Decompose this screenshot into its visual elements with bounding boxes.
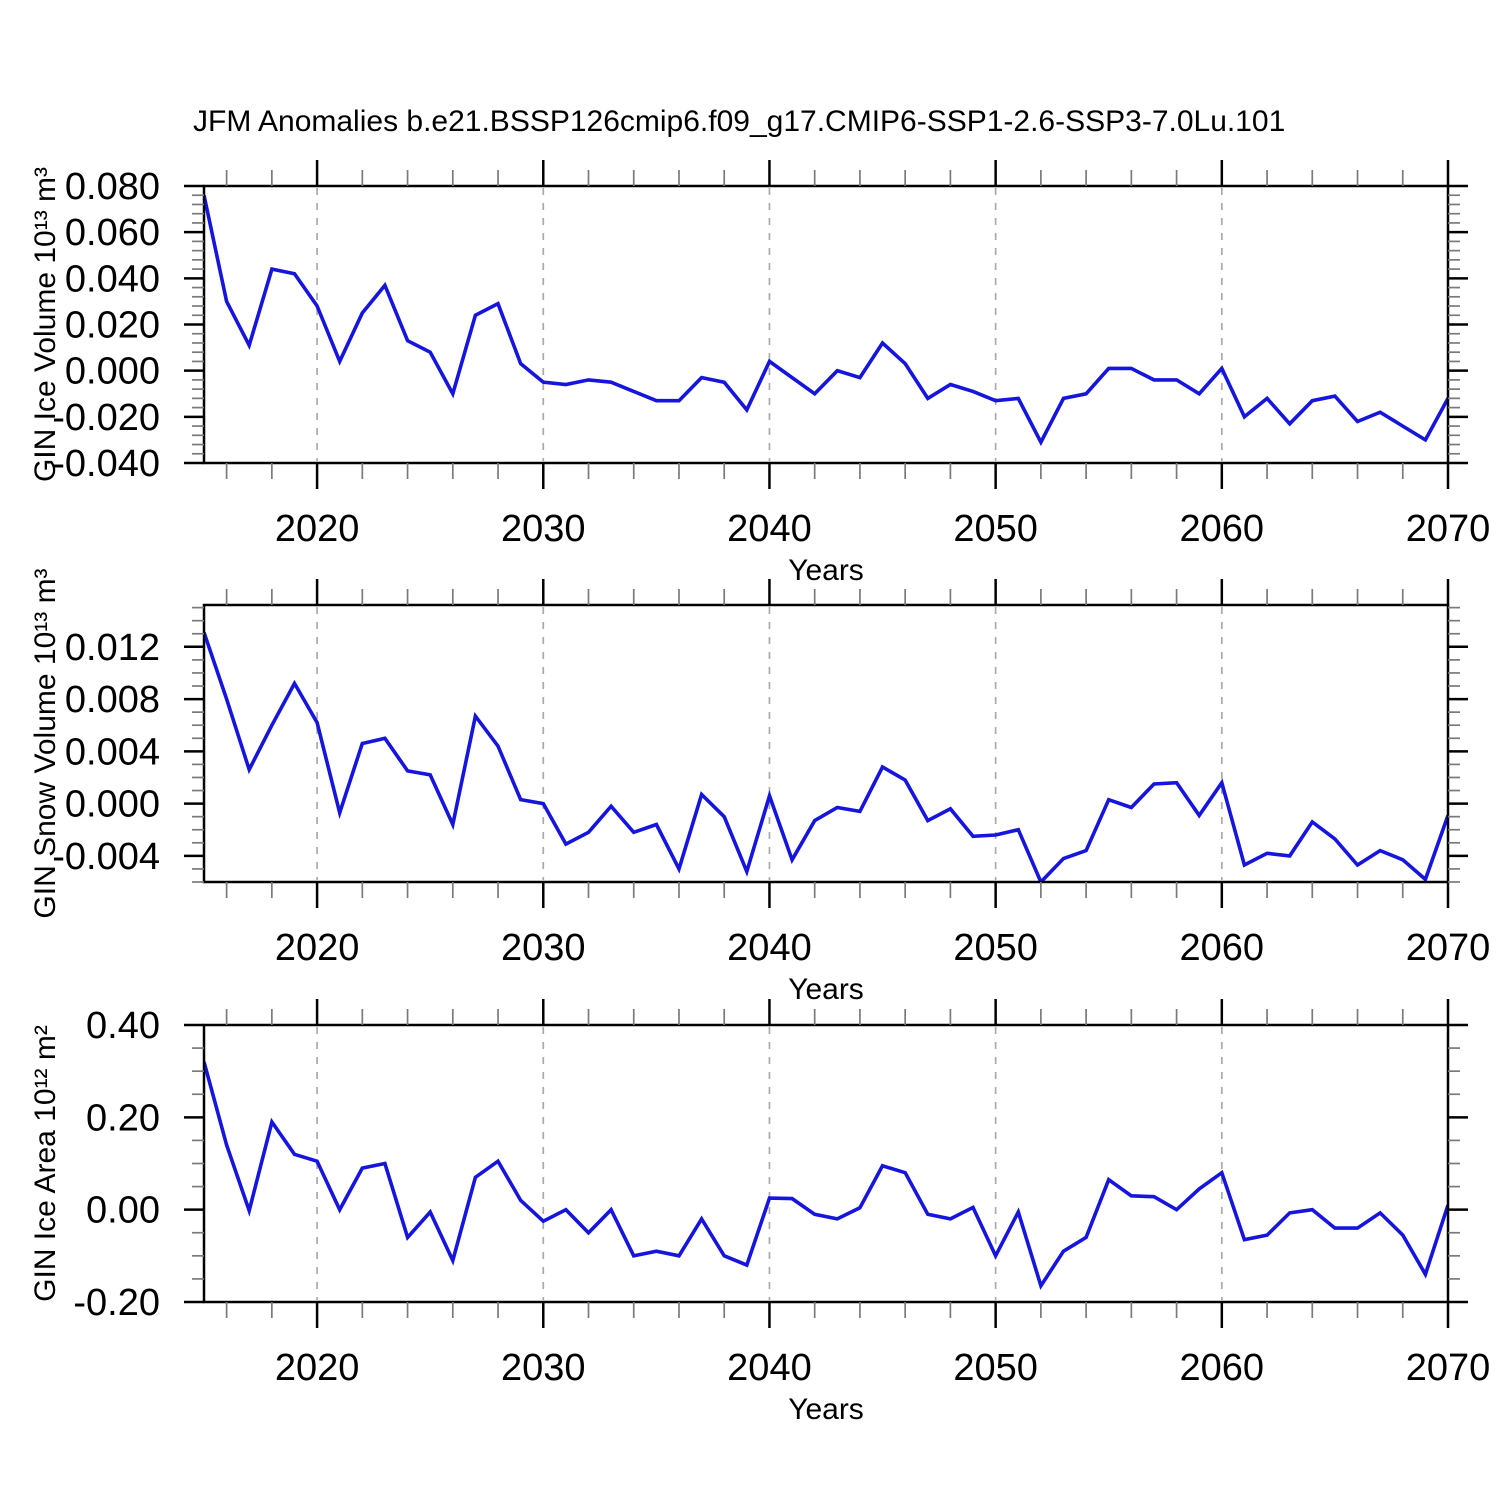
gin-ice-volume-line [204,194,1448,447]
x-minor-ticks [225,170,1404,479]
x-tick-label: 2040 [727,508,812,550]
y-tick-label: 0.004 [65,731,160,773]
y-tick-label: 0.40 [86,1005,160,1047]
plot-border [202,184,1450,465]
y-axis-title: GIN Snow Volume 10¹³ m³ [29,568,62,918]
gin-snow-volume-line [204,631,1448,882]
y-axis-title: GIN Ice Area 10¹² m² [29,1025,62,1302]
y-major-ticks [184,645,1468,858]
x-tick-label: 2070 [1406,1347,1491,1389]
gin-ice-area-line [204,1061,1448,1291]
x-tick-label: 2060 [1180,508,1265,550]
y-axis-title: GIN Ice Volume 10¹³ m³ [29,167,62,482]
x-tick-label: 2060 [1180,927,1265,969]
y-minor-ticks [192,1047,1460,1280]
x-axis-title: Years [788,554,864,587]
y-tick-label: 0.020 [65,305,160,347]
figure-title: JFM Anomalies b.e21.BSSP126cmip6.f09_g17… [193,105,1285,138]
x-tick-label: 2030 [501,927,586,969]
y-tick-label: 0.008 [65,679,160,721]
x-major-ticks [315,999,1450,1328]
x-tick-label: 2020 [275,508,360,550]
plot-border [202,1023,1450,1304]
plot-border [202,603,1450,884]
x-tick-label: 2060 [1180,1347,1265,1389]
x-axis-title: Years [788,1393,864,1426]
y-minor-ticks [192,606,1460,883]
x-minor-ticks [225,1009,1404,1318]
y-tick-label: 0.080 [65,166,160,208]
x-tick-label: 2050 [953,1347,1038,1389]
y-tick-label: 0.00 [86,1190,160,1232]
x-major-ticks [315,579,1450,908]
x-tick-label: 2070 [1406,927,1491,969]
decade-gridlines [316,188,1223,461]
x-tick-label: 2020 [275,927,360,969]
x-tick-label: 2050 [953,927,1038,969]
panel-gin-ice-area: 2020 2030 2040 2050 2060 2070 0.40 0.20 0.00 -0.2… [29,999,1490,1426]
decade-gridlines [316,607,1223,880]
y-tick-label: 0.040 [65,258,160,300]
x-tick-label: 2020 [275,1347,360,1389]
x-tick-label: 2040 [727,927,812,969]
x-axis-title: Years [788,973,864,1006]
x-minor-ticks [225,589,1404,898]
y-major-ticks [184,1023,1468,1304]
y-tick-label: 0.000 [65,351,160,393]
panel-gin-snow-volume: 2020 2030 2040 2050 2060 2070 0.012 0.008 0.004 0… [29,568,1490,1006]
y-tick-label: -0.004 [52,836,160,878]
x-tick-label: 2030 [501,1347,586,1389]
y-tick-label: -0.040 [52,443,160,485]
y-tick-label: 0.060 [65,212,160,254]
y-tick-label: 0.20 [86,1097,160,1139]
y-tick-label: 0.012 [65,627,160,669]
x-tick-label: 2070 [1406,508,1491,550]
y-tick-label: 0.000 [65,784,160,826]
y-tick-label: -0.20 [73,1282,160,1324]
x-tick-label: 2040 [727,1347,812,1389]
x-major-ticks [315,160,1450,489]
y-minor-ticks [192,194,1460,455]
x-tick-label: 2050 [953,508,1038,550]
decade-gridlines [316,1027,1223,1300]
x-tick-label: 2030 [501,508,586,550]
y-major-ticks [184,184,1468,465]
y-tick-label: -0.020 [52,397,160,439]
